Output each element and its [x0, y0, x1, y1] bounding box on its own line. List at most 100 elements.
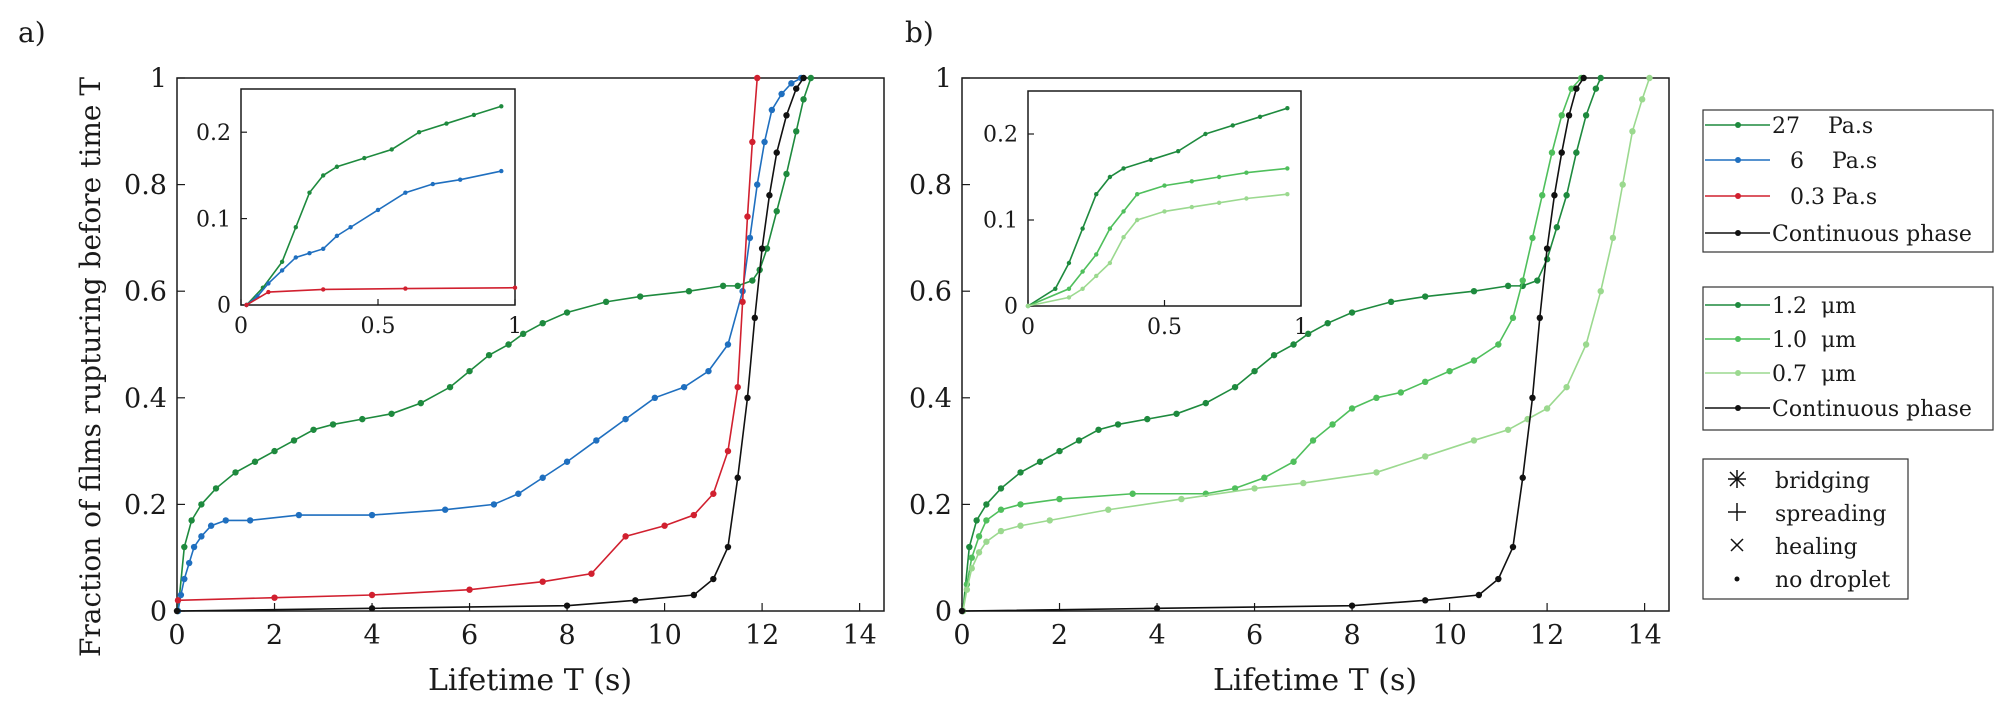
legend-label-continuous-a: Continuous phase [1772, 222, 1972, 247]
main-b-data-point [1202, 399, 1209, 407]
main-a-data-point [724, 543, 732, 551]
main-a-data-point [417, 399, 424, 407]
main-a-y-tick-label: 0.2 [124, 490, 167, 521]
inset-b-data-point [1135, 192, 1140, 197]
panel-label-b: b) [905, 16, 934, 49]
main-b-x-tick-label: 6 [1246, 620, 1263, 651]
main-a-data-point [173, 607, 181, 615]
legend-entry-27: 27 Pa.s [1705, 114, 1873, 139]
main-b-data-point [1231, 485, 1239, 492]
main-b-data-point [1504, 426, 1512, 433]
main-b-data-point [1534, 277, 1541, 284]
main-b-y-tick-label: 0.8 [909, 170, 952, 201]
main-a-data-point [763, 245, 771, 252]
main-b-data-point [1373, 469, 1380, 476]
main-b-data-point [1536, 314, 1543, 322]
inset-a-y-tick-label: 0.1 [196, 207, 231, 232]
main-b-data-point [1324, 319, 1331, 327]
main-b-data-point [983, 517, 990, 524]
main-a-x-tick-label: 2 [266, 620, 283, 651]
inset-b-y-tick-label: 0.1 [983, 209, 1018, 234]
main-b-data-point [1495, 575, 1502, 583]
main-a-series-line-continuous-phase [176, 77, 805, 612]
inset-b-data-point [1285, 192, 1290, 197]
main-b-data-point [1475, 591, 1483, 599]
main-b-data-point [1543, 245, 1551, 252]
main-a-data-point [710, 575, 717, 583]
inset-b-data-point [1094, 252, 1099, 257]
main-b-data-point [1470, 288, 1478, 295]
inset-a-data-point [321, 287, 326, 292]
main-b-data-point [1509, 543, 1517, 551]
panel-label-a: a) [18, 16, 46, 49]
main-b-data-point [1519, 277, 1526, 284]
inset-b-data-point [1121, 166, 1126, 171]
inset-b-data-point [1189, 179, 1195, 184]
main-a-data-point [539, 578, 546, 585]
main-b-data-point [1543, 256, 1551, 263]
main-b-data-point [1519, 474, 1526, 481]
main-b-data-point [1046, 517, 1053, 524]
inset-a-x-tick-label: 1 [508, 314, 522, 339]
main-a-data-point [778, 90, 785, 98]
main-a-data-point [232, 469, 239, 476]
main-a-data-point [622, 533, 629, 540]
legend-label-10: 1.0 μm [1772, 328, 1856, 353]
main-b-data-point [963, 586, 971, 593]
legend-entry-continuous-a: Continuous phase [1705, 222, 1972, 247]
main-b-data-point [1422, 453, 1429, 460]
main-a-data-point [734, 383, 741, 391]
main-a-data-point [766, 192, 773, 199]
main-b-data-point [1422, 597, 1429, 604]
main-a-data-point [739, 298, 746, 306]
main-a-data-point [773, 208, 780, 215]
dot-marker-icon [1734, 576, 1740, 582]
main-b-data-point [1178, 495, 1185, 503]
legend-entry-6: 6 Pa.s [1705, 149, 1877, 174]
inset-b-data-point [1257, 114, 1263, 120]
main-a-data-point [563, 458, 571, 465]
main-a-data-point [758, 245, 766, 252]
main-b-y-tick-label: 1 [935, 63, 952, 94]
main-b-data-point [1173, 410, 1180, 417]
inset-a-data-point [279, 268, 285, 273]
inset-a-y-tick-label: 0 [217, 294, 231, 319]
plot-frame-b [961, 77, 1670, 612]
main-b-data-point [1592, 85, 1600, 92]
main-a-x-tick-label: 8 [558, 620, 575, 651]
main-a-data-point [710, 490, 717, 497]
main-b-data-point [1539, 192, 1546, 199]
main-a-data-point [754, 181, 761, 188]
main-b-y-tick-label: 0.6 [909, 277, 952, 308]
main-b-data-point [1529, 394, 1536, 401]
main-a-data-point [490, 501, 498, 508]
main-a-data-point [793, 85, 800, 92]
inset-a-data-point [430, 181, 435, 187]
inset-a-x-tick-label: 0 [234, 314, 248, 339]
inset-a-x-tick-label: 0.5 [361, 314, 396, 339]
main-b-data-point [1580, 74, 1587, 82]
main-b-data-point [1290, 341, 1297, 348]
inset-b-data-point [1053, 286, 1058, 291]
main-b-x-tick-label: 14 [1627, 620, 1661, 651]
main-a-data-point [329, 421, 337, 428]
inset-b-series-line-1-0-m [1027, 167, 1288, 307]
inset-a-data-point [362, 155, 367, 161]
main-b-data-point [1629, 128, 1636, 135]
inset-b-data-point [1066, 286, 1072, 291]
inset-a-data-point [403, 190, 408, 195]
inset-a-data-point [266, 289, 271, 295]
inset-b-data-point [1080, 286, 1085, 291]
main-b-data-point [968, 565, 975, 572]
inset-a-data-point [348, 225, 353, 230]
main-b-data-point [1304, 330, 1312, 338]
main-a-series-line-27-pa-s [177, 77, 812, 612]
main-b-data-point [1553, 224, 1561, 231]
main-a-x-tick-label: 14 [842, 620, 876, 651]
main-b-data-point [1597, 288, 1604, 295]
main-b-data-point [1573, 85, 1580, 92]
inset-b-data-point [1080, 269, 1085, 274]
main-a-data-point [466, 367, 473, 375]
main-b-data-point [1446, 367, 1453, 375]
main-a-data-point [768, 106, 776, 114]
